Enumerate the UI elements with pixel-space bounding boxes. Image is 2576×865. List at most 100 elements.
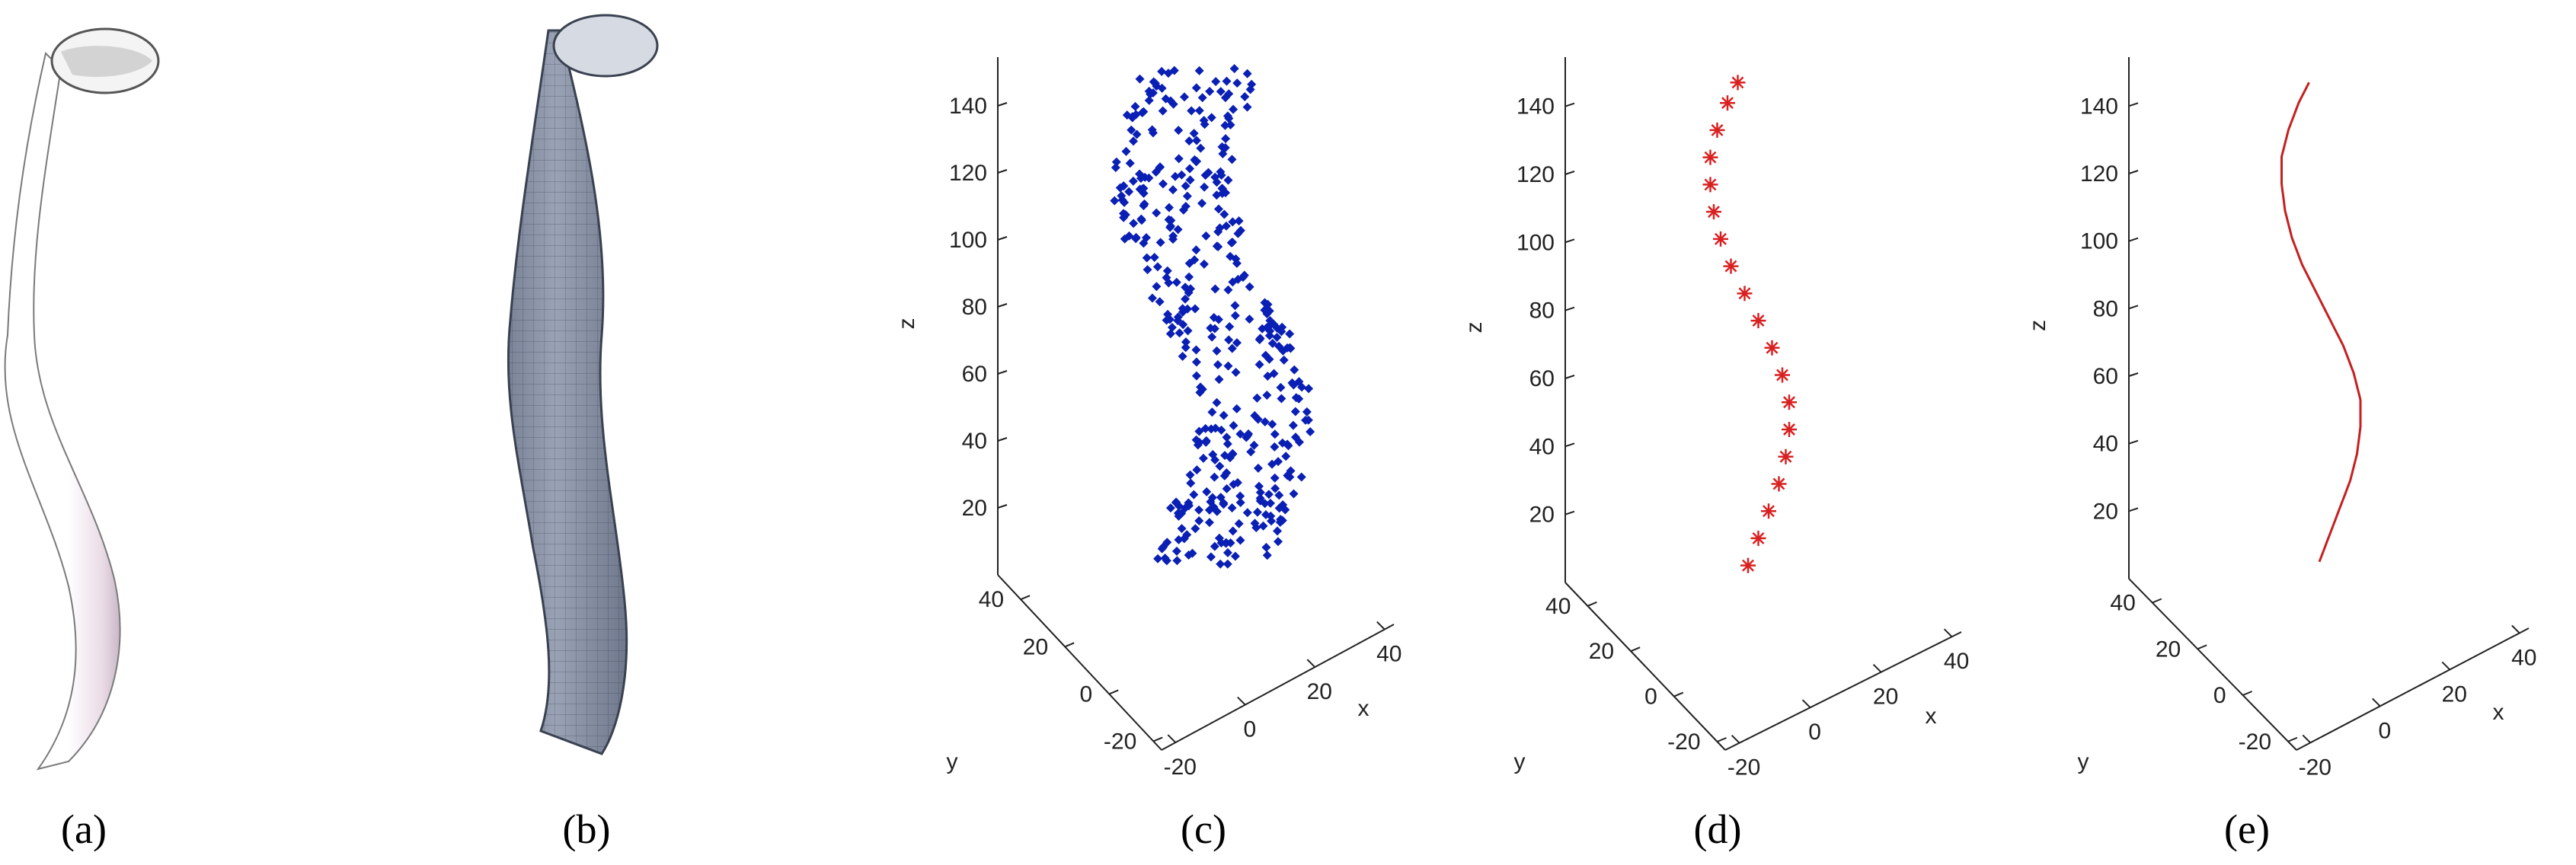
point-cloud-marker xyxy=(1274,537,1283,547)
plot-d-z-tick-label: 80 xyxy=(1529,298,1555,324)
plot-c-z-label: z xyxy=(894,318,919,330)
point-cloud-marker xyxy=(1262,323,1272,333)
point-cloud-marker xyxy=(1230,311,1240,321)
point-cloud-marker xyxy=(1235,497,1245,507)
plot-c-z-tick-label: 20 xyxy=(962,496,987,521)
plot-d-x-axis xyxy=(1724,631,1962,751)
plot-c-z-tick-label: 80 xyxy=(962,295,987,320)
point-cloud-marker xyxy=(1111,157,1121,167)
plot-c-y-label: y xyxy=(947,749,958,774)
point-cloud-marker xyxy=(1185,175,1195,185)
plot-e-z-tick-label: 80 xyxy=(2093,296,2118,321)
centerline-point-marker xyxy=(1775,367,1790,383)
point-cloud-marker xyxy=(1211,77,1221,87)
point-cloud-marker xyxy=(1273,526,1283,536)
point-cloud-marker xyxy=(1173,225,1183,235)
point-cloud-marker xyxy=(1222,484,1232,493)
point-cloud-marker xyxy=(1164,278,1174,288)
plot-c-y-tick xyxy=(1020,595,1031,601)
point-cloud-marker xyxy=(1158,106,1168,116)
plot-e-z-label: z xyxy=(2025,320,2050,331)
plot-d-y-tick xyxy=(1587,601,1597,607)
point-cloud-marker xyxy=(1170,171,1180,181)
plot-d-x-tick xyxy=(1731,734,1740,744)
point-cloud-marker xyxy=(1242,508,1252,518)
point-cloud-marker xyxy=(1258,521,1268,531)
point-cloud-marker xyxy=(1191,524,1200,534)
plot-e-x-tick xyxy=(2302,734,2312,744)
plot-d-y-tick xyxy=(1717,737,1727,742)
point-cloud-marker xyxy=(1231,367,1241,377)
point-cloud-marker xyxy=(1216,538,1226,547)
point-cloud-marker xyxy=(1181,294,1191,304)
caption-e: (e) xyxy=(2224,806,2270,852)
plot-d-x-tick xyxy=(1943,628,1953,637)
centerline-point-marker xyxy=(1706,204,1721,220)
point-cloud-marker xyxy=(1181,343,1191,353)
point-cloud-marker xyxy=(1212,241,1222,251)
point-cloud-marker xyxy=(1165,221,1175,231)
point-cloud-marker xyxy=(1120,197,1130,207)
point-cloud-marker xyxy=(1210,455,1220,465)
point-cloud-marker xyxy=(1144,173,1154,183)
panel-e-plot: 20 40 60 80 100 120 140 z 40 20 0 -20 y -20 0 20 40 x xyxy=(2025,57,2536,780)
point-cloud-marker xyxy=(1213,360,1222,370)
point-cloud-marker xyxy=(1135,74,1145,84)
point-cloud-marker xyxy=(1289,489,1299,499)
plot-c-x-tick-label: 20 xyxy=(1307,679,1332,704)
point-cloud-marker xyxy=(1226,538,1235,547)
point-cloud-marker xyxy=(1168,231,1178,241)
point-cloud-marker xyxy=(1177,170,1187,180)
tube-a-body xyxy=(4,52,121,771)
point-cloud-marker xyxy=(1157,66,1167,76)
plot-c-z-tick-label: 60 xyxy=(962,362,987,387)
plot-c-z-tick xyxy=(997,303,1008,308)
point-cloud-marker xyxy=(1274,457,1283,467)
point-cloud-marker xyxy=(1294,377,1304,387)
point-cloud-marker xyxy=(1194,505,1204,515)
point-cloud-marker xyxy=(1131,234,1141,244)
plot-e-y-tick xyxy=(2152,598,2162,604)
point-cloud-marker xyxy=(1232,404,1242,413)
point-cloud-marker xyxy=(1272,332,1282,342)
point-cloud-marker xyxy=(1191,357,1201,367)
plot-e-z-tick xyxy=(2128,372,2139,377)
point-cloud-marker xyxy=(1168,185,1178,195)
point-cloud-marker xyxy=(1177,524,1187,534)
point-cloud-marker xyxy=(1223,285,1233,295)
point-cloud-marker xyxy=(1178,304,1187,314)
point-cloud-marker xyxy=(1184,136,1194,146)
plot-e-y-tick xyxy=(2197,644,2207,650)
point-cloud-marker xyxy=(1264,330,1274,340)
plot-c-x-tick xyxy=(1167,734,1177,743)
centerline-point-marker xyxy=(1730,75,1746,91)
point-cloud-marker xyxy=(1288,420,1298,430)
point-cloud-marker xyxy=(1222,76,1232,86)
plot-d-y-tick xyxy=(1673,691,1684,697)
plot-e-y-axis xyxy=(2128,578,2297,751)
point-cloud-marker xyxy=(1207,113,1216,123)
plot-c-y-tick xyxy=(1064,642,1075,648)
point-cloud-marker xyxy=(1164,203,1174,212)
plot-d-x-tick xyxy=(1801,699,1811,708)
centerline-point-marker xyxy=(1720,95,1735,111)
plot-d-y-axis xyxy=(1564,582,1726,751)
point-cloud-marker xyxy=(1199,116,1209,126)
panel-a-tube xyxy=(4,27,160,771)
plot-e-y-label: y xyxy=(2078,749,2089,774)
point-cloud-marker xyxy=(1194,515,1204,525)
point-cloud-marker xyxy=(1227,503,1237,512)
point-cloud-marker xyxy=(1195,388,1205,397)
plot-c-z-tick xyxy=(997,236,1008,241)
point-cloud-marker xyxy=(1129,219,1139,228)
point-cloud-marker xyxy=(1223,361,1233,371)
plot-d-y-tick-label: -20 xyxy=(1667,729,1700,755)
point-cloud-marker xyxy=(1228,277,1238,287)
plot-c-z-tick xyxy=(997,504,1008,509)
point-cloud-marker xyxy=(1251,523,1261,533)
point-cloud-marker xyxy=(1178,320,1188,330)
point-cloud-marker xyxy=(1191,245,1201,255)
point-cloud-marker xyxy=(1232,477,1242,487)
point-cloud-marker xyxy=(1304,384,1314,394)
point-cloud-marker xyxy=(1270,473,1280,483)
